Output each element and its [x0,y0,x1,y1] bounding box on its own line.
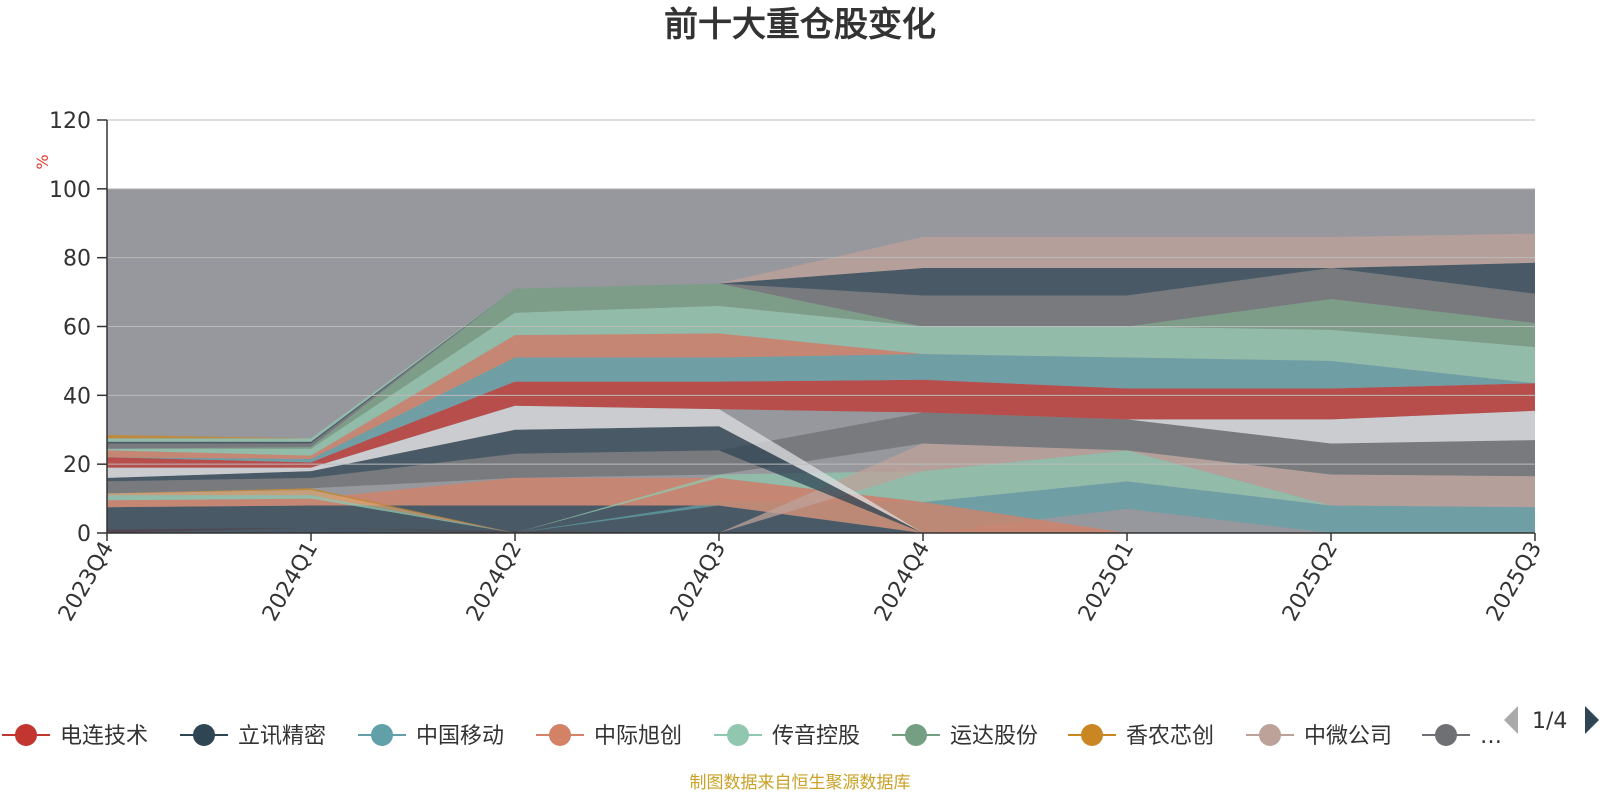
legend-prev-page-icon[interactable] [1504,706,1518,734]
legend-marker-icon [1435,724,1457,746]
legend-page-indicator: 1/4 [1532,709,1567,734]
area-band-19 [107,233,1535,442]
legend-item[interactable]: 立讯精密 [180,724,326,749]
legend: 电连技术 立讯精密 中国移动 中际旭创 传音控股 运达股份 香农芯创 中微公司 … [2,724,1502,749]
legend-label: 中微公司 [1304,724,1392,749]
legend-item[interactable]: 运达股份 [892,724,1038,749]
y-tick-label: 60 [63,316,91,341]
area-band-4 [107,450,1535,533]
legend-marker-icon [1259,724,1281,746]
legend-label: … [1480,724,1502,749]
legend-item[interactable]: 中国移动 [358,724,504,749]
area-band-11 [107,405,1535,533]
legend-item[interactable]: 香农芯创 [1068,724,1214,749]
area-band-12 [107,379,1535,468]
legend-marker-icon [15,724,37,746]
area-band-16 [107,283,1535,449]
area-band-17 [107,268,1535,449]
legend-label: 立讯精密 [238,724,326,749]
legend-item[interactable]: 传音控股 [714,724,860,749]
x-tick-label: 2023Q4 [54,538,119,626]
legend-label: 运达股份 [950,724,1038,749]
y-tick-label: 0 [77,522,91,547]
x-tick-label: 2024Q3 [666,538,731,626]
legend-next-page-icon[interactable] [1585,706,1599,734]
y-axis-label: % [33,154,52,169]
x-tick-label: 2025Q1 [1074,538,1139,626]
y-tick-label: 100 [49,178,91,203]
legend-label: 传音控股 [772,724,860,749]
legend-item[interactable]: 电连技术 [2,724,148,749]
x-tick-label: 2025Q3 [1482,538,1547,626]
area-band-13 [107,354,1535,463]
plot-area: 0 20 40 60 80 100 120 2023Q4 2024Q1 2024Q2 2024Q3 2… [49,109,1547,626]
x-tick-label: 2024Q4 [870,538,935,626]
legend-item[interactable]: 中际旭创 [536,724,682,749]
legend-label: 中国移动 [416,724,504,749]
legend-marker-icon [727,724,749,746]
x-tick-label: 2024Q1 [258,538,323,626]
x-tick-label: 2024Q2 [462,538,527,626]
legend-item[interactable]: … [1422,724,1502,749]
data-source-note: 制图数据来自恒生聚源数据库 [690,773,911,793]
chart-title: 前十大重仓股变化 [664,5,936,45]
legend-label: 香农芯创 [1126,724,1214,749]
legend-item[interactable]: 中微公司 [1246,724,1392,749]
legend-label: 电连技术 [60,724,148,749]
legend-marker-icon [371,724,393,746]
y-tick-label: 80 [63,247,91,272]
legend-pager: 1/4 [1504,706,1599,734]
area-band-8 [107,412,1535,494]
y-tick-label: 40 [63,384,91,409]
legend-label: 中际旭创 [594,724,682,749]
area-band-9 [107,410,1535,533]
x-tick-label: 2025Q2 [1278,538,1343,626]
legend-marker-icon [193,724,215,746]
area-band-6 [107,488,1535,533]
y-tick-label: 20 [63,453,91,478]
area-band-15 [107,305,1535,456]
area-band-3 [107,477,1535,533]
legend-marker-icon [905,724,927,746]
legend-marker-icon [1081,724,1103,746]
y-tick-label: 120 [49,109,91,134]
legend-marker-icon [549,724,571,746]
